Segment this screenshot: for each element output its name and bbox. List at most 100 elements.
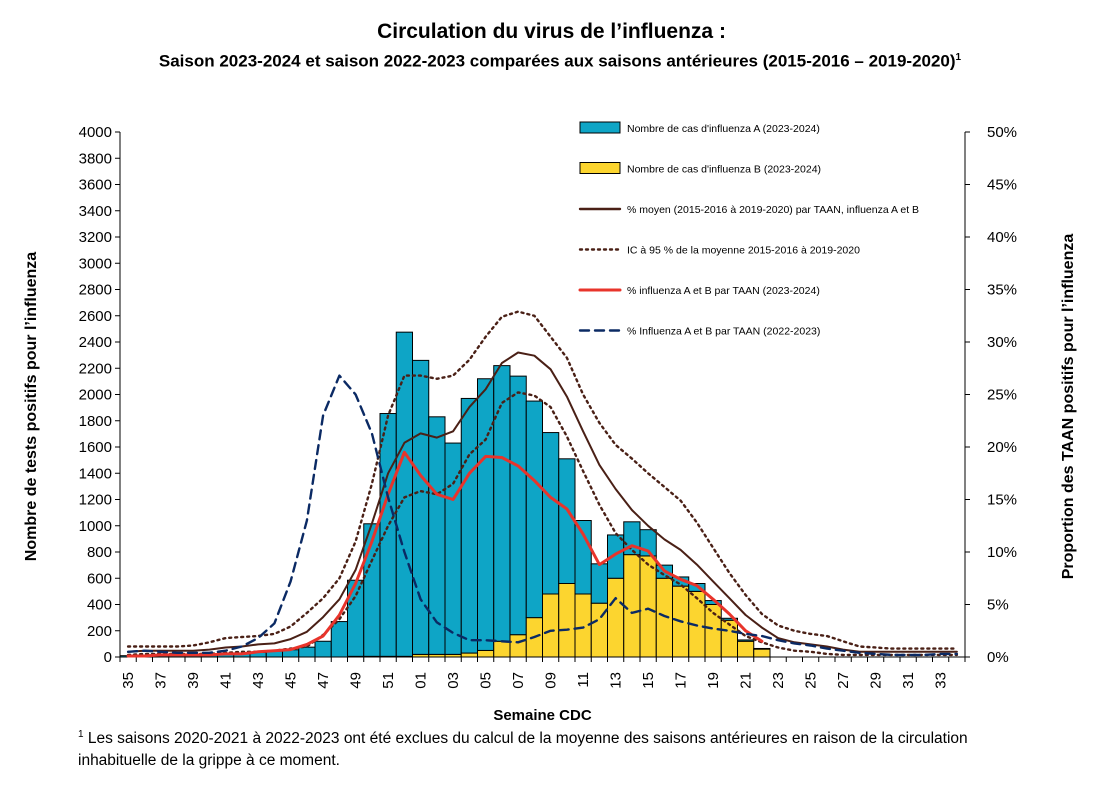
bar-influenza-a xyxy=(720,617,738,621)
right-tick-label: 10% xyxy=(987,544,1017,561)
left-tick-label: 1200 xyxy=(79,492,112,509)
left-axis-title: Nombre de tests positifs pour l’influenz… xyxy=(23,252,40,561)
x-tick-label: 13 xyxy=(608,672,625,689)
bar-influenza-a xyxy=(558,458,576,584)
legend-ci-95-label: IC à 95 % de la moyenne 2015-2016 à 2019… xyxy=(627,245,860,257)
right-tick-label: 0% xyxy=(987,649,1009,666)
right-tick-label: 45% xyxy=(987,177,1017,194)
right-tick-label: 20% xyxy=(987,439,1017,456)
chart-subtitle: Saison 2023-2024 et saison 2022-2023 com… xyxy=(120,46,1000,73)
bar-influenza-a xyxy=(590,563,608,604)
bar-influenza-a xyxy=(525,400,543,619)
bar-influenza-b xyxy=(493,640,511,658)
bar-influenza-a xyxy=(428,416,446,655)
left-tick-label: 2200 xyxy=(79,360,112,377)
left-tick-label: 200 xyxy=(87,623,112,640)
bar-influenza-b xyxy=(542,593,560,658)
legend-influenza-a-label: Nombre de cas d'influenza A (2023-2024) xyxy=(627,123,820,135)
x-axis-title: Semaine CDC xyxy=(493,707,592,724)
x-tick-label: 27 xyxy=(835,672,852,689)
bar-influenza-a xyxy=(737,639,755,642)
x-tick-label: 47 xyxy=(315,672,332,689)
chart-title: Circulation du virus de l’influenza : xyxy=(377,20,726,43)
bar-influenza-b xyxy=(639,555,657,658)
left-tick-label: 1400 xyxy=(79,465,112,482)
bar-influenza-b xyxy=(655,577,673,658)
bar-influenza-a xyxy=(330,621,348,658)
x-tick-label: 43 xyxy=(250,672,267,689)
legend-average-label: % moyen (2015-2016 à 2019-2020) par TAAN… xyxy=(627,204,919,216)
x-tick-label: 23 xyxy=(770,672,787,689)
x-tick-label: 37 xyxy=(153,672,170,689)
legend-2022-2023-label: % Influenza A et B par TAAN (2022-2023) xyxy=(627,326,820,338)
x-tick-label: 07 xyxy=(510,672,527,689)
left-tick-label: 400 xyxy=(87,597,112,614)
bar-influenza-b xyxy=(753,648,771,658)
bar-influenza-b xyxy=(737,640,755,658)
left-tick-label: 2800 xyxy=(79,282,112,299)
legend-influenza-b-label: Nombre de cas d'influenza B (2023-2024) xyxy=(627,164,821,176)
bar-influenza-a xyxy=(542,432,560,595)
x-tick-label: 29 xyxy=(868,672,885,689)
x-tick-label: 51 xyxy=(380,672,397,689)
x-tick-label: 25 xyxy=(803,672,820,689)
chart-subtitle-footnote-marker: 1 xyxy=(955,52,962,63)
left-tick-label: 3600 xyxy=(79,177,112,194)
left-tick-label: 2400 xyxy=(79,334,112,351)
line-average-2015-2020 xyxy=(127,351,958,653)
x-tick-label: 39 xyxy=(185,672,202,689)
x-tick-label: 11 xyxy=(575,672,592,688)
bar-influenza-b xyxy=(509,634,527,658)
bar-influenza-a xyxy=(379,413,397,657)
bar-influenza-b xyxy=(607,577,625,658)
left-tick-label: 3800 xyxy=(79,150,112,167)
legend-influenza-b-swatch xyxy=(579,162,621,174)
bar-influenza-b xyxy=(477,649,495,658)
line-percent-2022-2023 xyxy=(126,374,959,657)
left-tick-label: 600 xyxy=(87,570,112,587)
left-tick-label: 800 xyxy=(87,544,112,561)
bar-influenza-b xyxy=(558,583,576,658)
legend-influenza-a-swatch xyxy=(579,121,621,134)
bar-influenza-b xyxy=(460,652,478,658)
x-tick-label: 21 xyxy=(738,672,755,689)
bar-influenza-a xyxy=(444,442,462,655)
footnote: 1 Les saisons 2020-2021 à 2022-2023 ont … xyxy=(78,724,1038,772)
right-tick-label: 5% xyxy=(987,597,1009,614)
right-tick-label: 35% xyxy=(987,282,1017,299)
x-tick-label: 09 xyxy=(543,672,560,689)
left-tick-label: 1800 xyxy=(79,413,112,430)
right-tick-label: 30% xyxy=(987,334,1017,351)
left-tick-label: 1000 xyxy=(79,518,112,535)
bar-influenza-a xyxy=(509,375,527,636)
right-axis-title: Proportion des TAAN positifs pour l’infl… xyxy=(1060,234,1077,580)
left-tick-label: 3400 xyxy=(79,203,112,220)
footnote-text: Les saisons 2020-2021 à 2022-2023 ont ét… xyxy=(78,730,968,770)
x-tick-label: 03 xyxy=(445,672,462,689)
left-tick-label: 4000 xyxy=(79,124,112,141)
left-tick-label: 3200 xyxy=(79,229,112,246)
left-tick-label: 2600 xyxy=(79,308,112,325)
x-tick-label: 33 xyxy=(933,672,950,689)
right-tick-label: 50% xyxy=(987,124,1017,141)
bar-influenza-a xyxy=(753,647,771,650)
x-tick-label: 19 xyxy=(705,672,722,689)
line-percent-2023-2024 xyxy=(126,450,764,658)
left-tick-label: 1600 xyxy=(79,439,112,456)
x-tick-label: 31 xyxy=(900,672,917,689)
line-ci-95-upper xyxy=(126,310,959,650)
bar-influenza-a xyxy=(460,397,478,654)
legend-2023-2024-label: % influenza A et B par TAAN (2023-2024) xyxy=(627,285,820,297)
bar-influenza-a xyxy=(412,359,430,655)
right-tick-label: 15% xyxy=(987,492,1017,509)
footnote-marker: 1 xyxy=(78,729,84,740)
bar-influenza-a xyxy=(493,365,511,642)
x-tick-label: 01 xyxy=(413,672,430,689)
x-tick-label: 05 xyxy=(478,672,495,689)
right-tick-label: 40% xyxy=(987,229,1017,246)
x-tick-label: 45 xyxy=(283,672,300,689)
right-tick-label: 25% xyxy=(987,387,1017,404)
bar-influenza-a xyxy=(298,646,316,658)
left-tick-label: 0 xyxy=(104,649,112,666)
